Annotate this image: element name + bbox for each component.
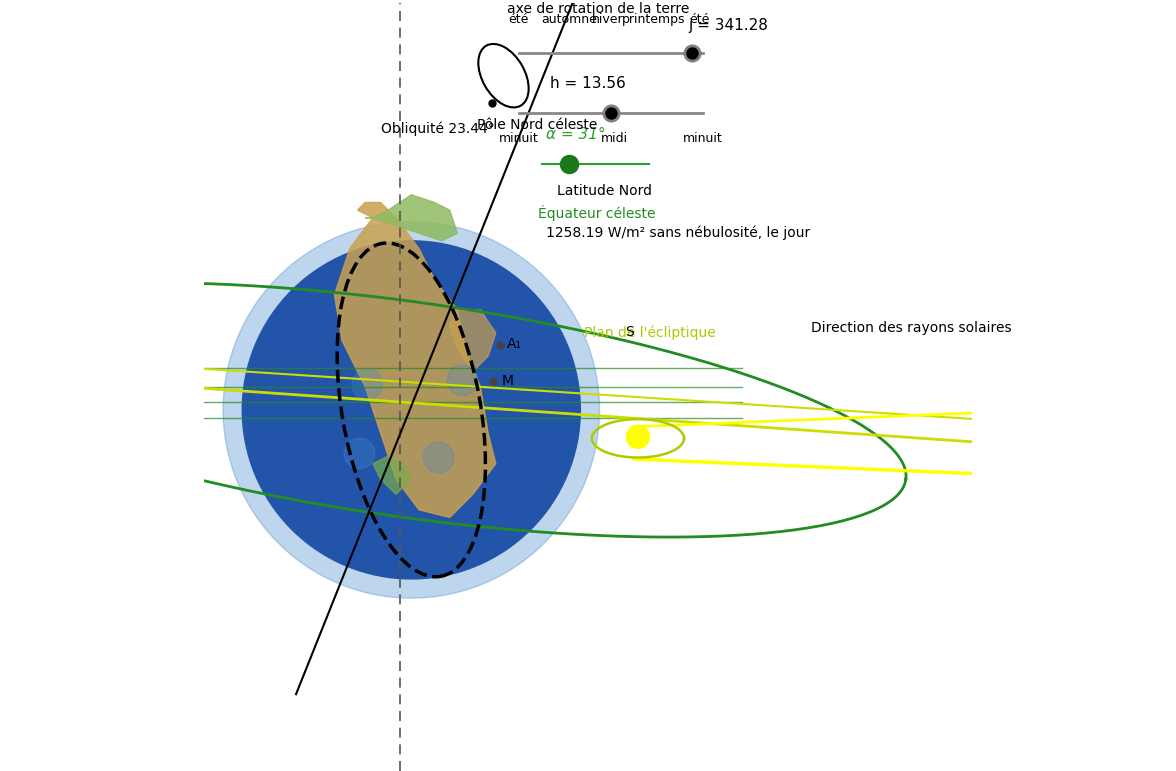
Text: Plan de l'écliptique: Plan de l'écliptique xyxy=(584,325,716,340)
Text: minuit: minuit xyxy=(499,132,539,145)
Polygon shape xyxy=(449,310,496,372)
Text: α = 31°: α = 31° xyxy=(546,127,606,143)
Circle shape xyxy=(352,369,382,400)
Text: Limite Jour/Nuit: Limite Jour/Nuit xyxy=(274,138,373,148)
Text: j = 341.28: j = 341.28 xyxy=(688,18,768,32)
Text: A₁: A₁ xyxy=(507,338,522,352)
Circle shape xyxy=(627,426,649,448)
Text: h = 13.56: h = 13.56 xyxy=(549,76,626,91)
Text: 1258.19 W/m² sans nébulosité, le jour: 1258.19 W/m² sans nébulosité, le jour xyxy=(546,226,810,240)
Text: minuit: minuit xyxy=(683,132,723,145)
Text: été: été xyxy=(689,13,709,26)
Polygon shape xyxy=(366,195,457,241)
Polygon shape xyxy=(334,203,496,517)
Text: M: M xyxy=(501,373,513,388)
Text: Latitude Nord: Latitude Nord xyxy=(557,183,653,198)
Text: Obliquité 23.44°: Obliquité 23.44° xyxy=(381,122,494,136)
Circle shape xyxy=(423,442,454,473)
Circle shape xyxy=(242,241,580,579)
Circle shape xyxy=(223,221,600,598)
Text: hiver: hiver xyxy=(592,13,623,26)
Text: S: S xyxy=(624,325,634,339)
Circle shape xyxy=(345,438,375,469)
Circle shape xyxy=(447,365,477,396)
Text: Direction des rayons solaires: Direction des rayons solaires xyxy=(810,321,1011,335)
Text: midi: midi xyxy=(601,132,628,145)
Text: Pôle Nord céleste: Pôle Nord céleste xyxy=(476,118,597,132)
Text: Équateur céleste: Équateur céleste xyxy=(539,205,655,221)
Text: été: été xyxy=(509,13,529,26)
Text: automne: automne xyxy=(541,13,596,26)
Polygon shape xyxy=(373,456,412,494)
Text: printemps: printemps xyxy=(622,13,686,26)
Text: axe de rotation de la terre: axe de rotation de la terre xyxy=(507,2,689,16)
